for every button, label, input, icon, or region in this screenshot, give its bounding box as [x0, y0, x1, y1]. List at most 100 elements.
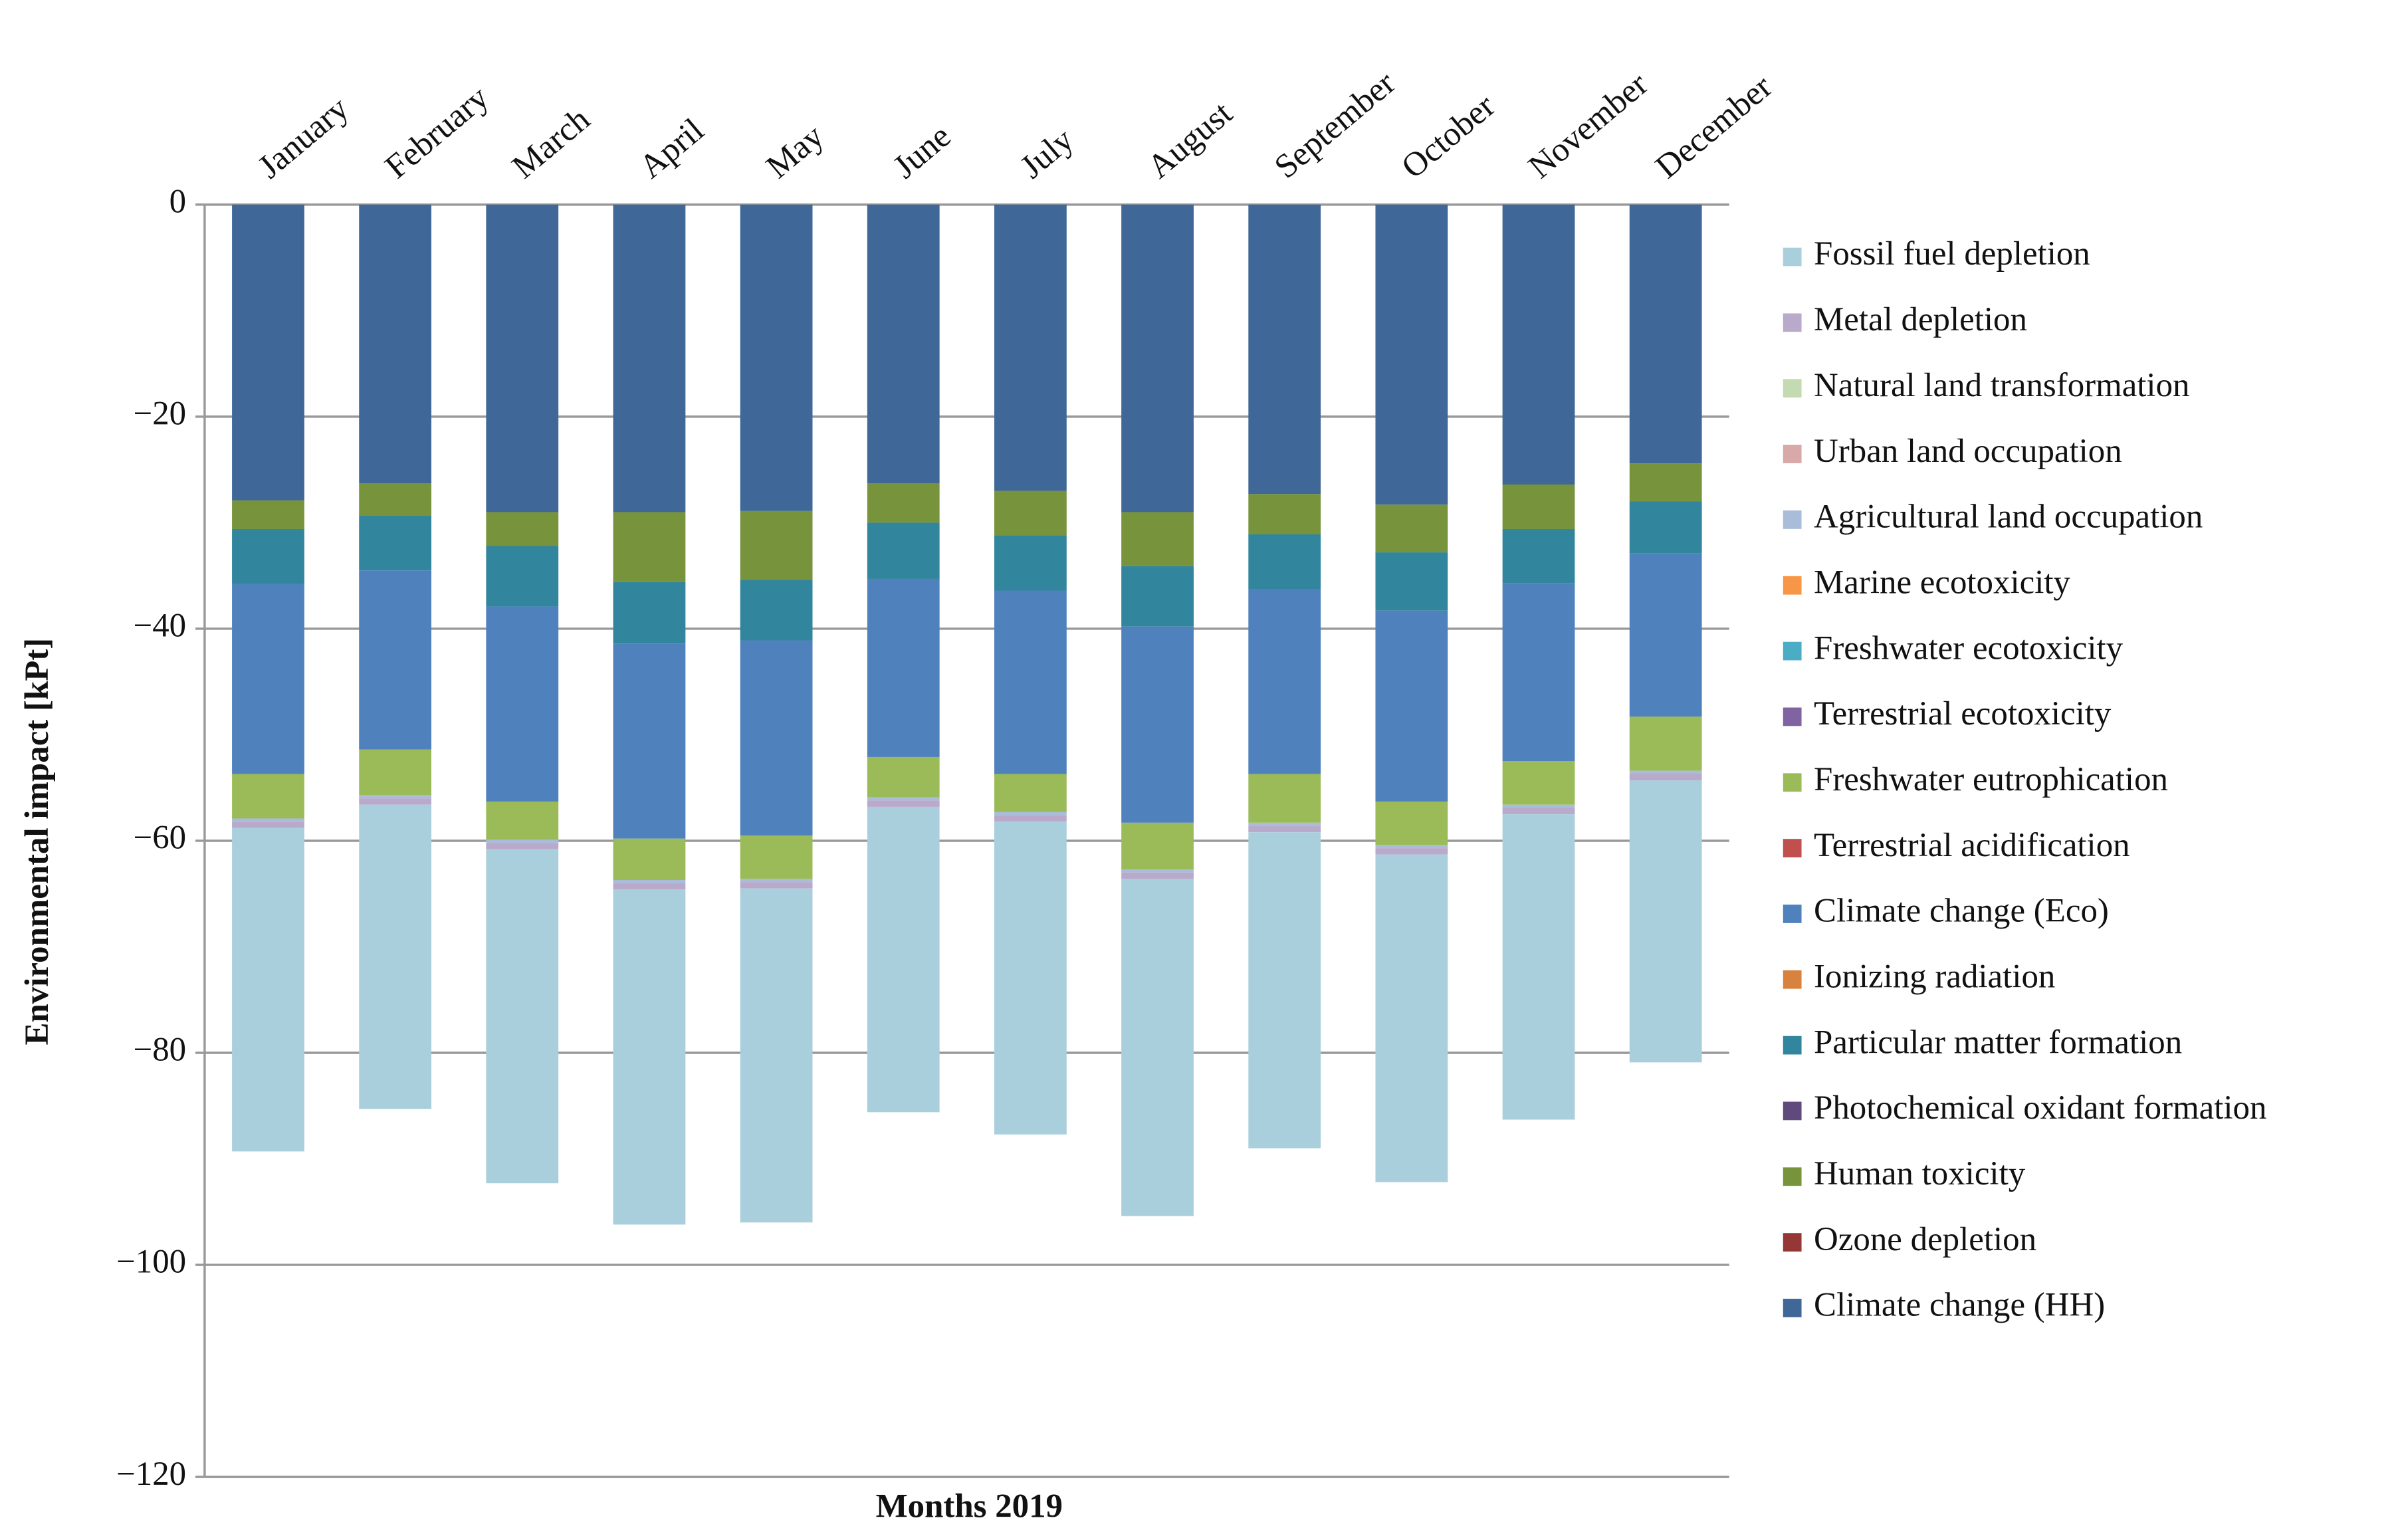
bar-segment [867, 578, 940, 757]
legend-swatch [1783, 247, 1802, 267]
bar-segment [740, 879, 813, 883]
bar-segment [1629, 553, 1702, 717]
bar-segment [740, 888, 813, 1223]
bar-segment [740, 835, 813, 879]
bar-segment [1121, 626, 1194, 823]
x-tick-label: August [1141, 94, 1240, 185]
bar-segment [1629, 770, 1702, 774]
x-tick-label: March [505, 100, 597, 185]
bar-segment [486, 546, 559, 607]
y-tick-label: −20 [133, 395, 186, 433]
x-axis-title: Months 2019 [876, 1487, 1063, 1525]
x-tick-label: June [887, 118, 958, 186]
bar-segment [232, 822, 304, 828]
bar-segment [232, 818, 304, 822]
y-axis-title: Environmental impact [kPt] [19, 638, 56, 1045]
bar-segment [994, 812, 1067, 816]
bar-segment [486, 801, 559, 840]
bar-segment [994, 822, 1067, 1135]
bar-segment [1375, 204, 1448, 505]
bar-segment [232, 528, 304, 584]
bar-segment [613, 512, 686, 582]
legend-swatch [1783, 970, 1802, 989]
bar-segment [994, 491, 1067, 536]
bar-segment [994, 535, 1067, 591]
legend-label: Terrestrial ecotoxicity [1814, 695, 2112, 732]
bar-segment [486, 204, 559, 512]
bar-segment [740, 580, 813, 641]
legend-swatch [1783, 1299, 1802, 1317]
bar-segment [1121, 872, 1194, 879]
x-tick-label: October [1394, 87, 1502, 185]
bar-segment [1629, 463, 1702, 502]
y-tick-label: −60 [133, 820, 186, 857]
bar-segment [994, 774, 1067, 812]
bar-segment [1375, 854, 1448, 1182]
legend-label: Natural land transformation [1814, 367, 2189, 404]
y-tick-label: −40 [133, 607, 186, 645]
legend-label: Ozone depletion [1814, 1221, 2036, 1258]
bar-segment [486, 849, 559, 1184]
legend-swatch [1783, 707, 1802, 726]
y-tick-label: −100 [116, 1244, 186, 1281]
bar-segment [1629, 780, 1702, 1063]
bar-segment [486, 606, 559, 802]
legend-swatch [1783, 379, 1802, 398]
bar-segment [1502, 814, 1575, 1120]
bar-segment [613, 204, 686, 512]
bar-segment [994, 204, 1067, 491]
x-tick-label: January [251, 90, 356, 186]
bar-segment [1375, 848, 1448, 855]
x-tick-label: November [1522, 66, 1656, 186]
bar-segment [1502, 804, 1575, 808]
bar-segment [1629, 501, 1702, 554]
legend-label: Climate change (Eco) [1814, 893, 2109, 930]
bar-segment [1375, 552, 1448, 611]
legend-swatch [1783, 445, 1802, 463]
legend-label: Ionizing radiation [1814, 958, 2055, 995]
bar-segment [613, 838, 686, 880]
bar-segment [1502, 583, 1575, 762]
bar-segment [613, 883, 686, 890]
legend-label: Freshwater ecotoxicity [1814, 629, 2124, 667]
bar-segment [232, 204, 304, 500]
bar-segment [1121, 869, 1194, 873]
bar-segment [1248, 204, 1321, 495]
x-tick-label: April [633, 112, 711, 186]
bar-segment [1248, 534, 1321, 590]
bar-segment [359, 515, 432, 571]
legend-label: Marine ecotoxicity [1814, 564, 2070, 601]
bar-segment [740, 204, 813, 511]
bar-segment [613, 582, 686, 644]
legend-swatch [1783, 1101, 1802, 1121]
y-tick-label: 0 [169, 183, 186, 221]
bar-segment [1248, 589, 1321, 774]
x-tick-label: July [1014, 121, 1081, 186]
legend-swatch [1783, 905, 1802, 923]
legend-label: Terrestrial acidification [1814, 827, 2130, 864]
legend-label: Agricultural land occupation [1814, 498, 2203, 536]
legend-swatch [1783, 641, 1802, 661]
legend-swatch [1783, 1167, 1802, 1186]
bar-segment [1375, 504, 1448, 553]
legend-label: Fossil fuel depletion [1814, 235, 2090, 273]
bar-segment [740, 882, 813, 889]
bar-segment [867, 797, 940, 801]
bar-segment [867, 756, 940, 798]
x-tick-label: September [1267, 64, 1402, 186]
bar-segment [1248, 832, 1321, 1149]
legend-label: Urban land occupation [1814, 433, 2122, 470]
legend-swatch [1783, 313, 1802, 332]
y-tick-label: −80 [133, 1032, 186, 1069]
legend-label: Human toxicity [1814, 1155, 2026, 1192]
bar-segment [613, 643, 686, 839]
legend-swatch [1783, 1233, 1802, 1252]
bar-segment [1502, 808, 1575, 815]
bar-segment [1502, 528, 1575, 584]
bar-segment [1248, 825, 1321, 833]
bar-segment [1375, 610, 1448, 802]
bar-segment [1629, 716, 1702, 771]
bar-segment [867, 522, 940, 579]
legend-swatch [1783, 1036, 1802, 1055]
